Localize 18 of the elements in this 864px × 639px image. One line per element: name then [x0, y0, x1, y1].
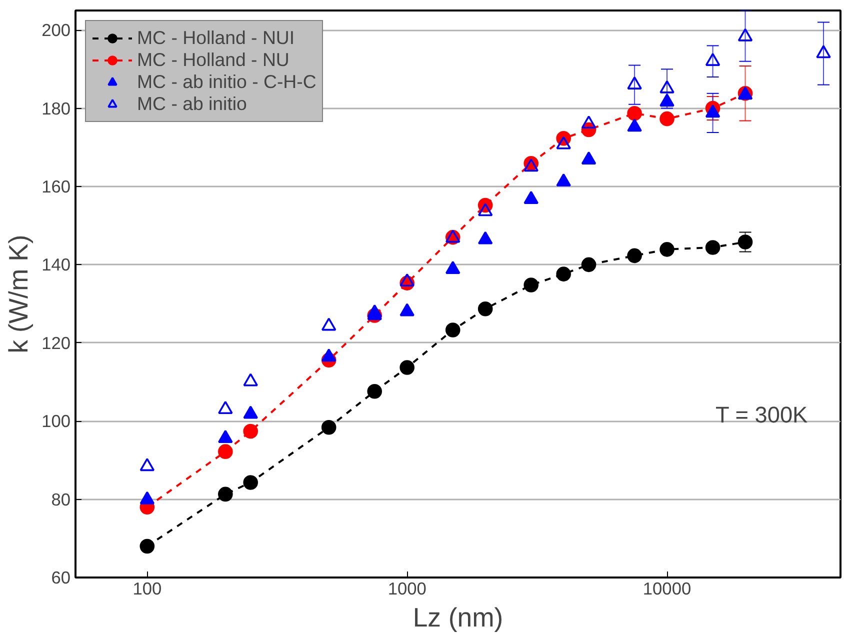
legend-label: MC - Holland - NUI — [137, 27, 295, 49]
y-tick-label: 180 — [42, 98, 71, 118]
y-axis-title: k (W/m K) — [4, 234, 34, 354]
annotation: T = 300K — [716, 402, 808, 428]
y-tick-label: 60 — [51, 568, 71, 588]
y-tick-label: 200 — [42, 20, 71, 40]
legend-label: MC - Holland - NU — [137, 49, 290, 71]
x-tick-label: 100 — [132, 578, 162, 598]
x-tick-label: 1000 — [388, 578, 426, 598]
legend-label: MC - ab initio — [137, 93, 247, 115]
y-tick-label: 160 — [42, 176, 71, 196]
y-tick-label: 140 — [42, 254, 71, 275]
y-tick-label: 100 — [42, 411, 71, 432]
y-tick-label: 120 — [42, 332, 71, 353]
x-axis-title: Lz (nm) — [412, 602, 504, 632]
legend-label: MC - ab initio - C-H-C — [137, 71, 316, 93]
y-tick-label: 80 — [51, 489, 71, 510]
x-tick-label: 10000 — [642, 578, 692, 598]
